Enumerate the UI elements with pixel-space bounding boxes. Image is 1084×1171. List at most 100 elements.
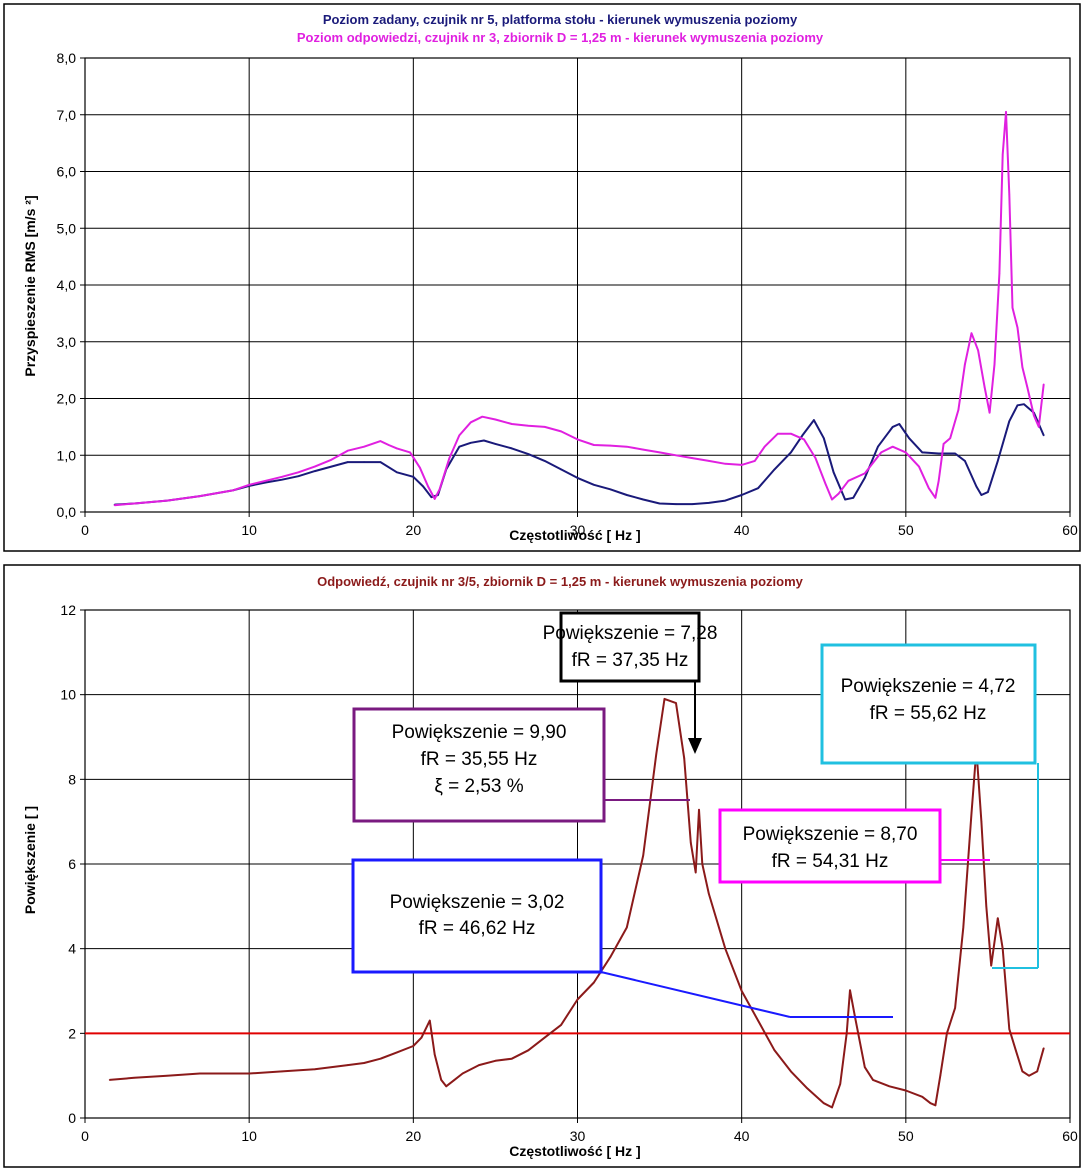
data-point <box>1008 1028 1011 1030</box>
data-point <box>527 453 530 455</box>
data-point <box>970 812 973 814</box>
data-point <box>396 471 398 474</box>
data-point <box>939 1074 942 1077</box>
data-point <box>790 1070 792 1073</box>
annotation-line: Powiększenie = 3,02 <box>390 892 565 913</box>
annotation-line: Powiększenie = 4,72 <box>841 676 1016 697</box>
data-point <box>964 363 966 366</box>
data-point <box>942 443 945 445</box>
data-point <box>954 1007 956 1009</box>
data-point <box>1008 193 1011 195</box>
data-point <box>806 1087 809 1090</box>
data-point <box>1005 111 1007 113</box>
data-point <box>1001 153 1004 156</box>
data-point <box>996 460 999 462</box>
data-point <box>708 502 710 504</box>
data-point <box>560 468 562 471</box>
data-point <box>461 1072 464 1075</box>
data-point <box>281 478 283 481</box>
y-tick-label: 2 <box>68 1025 76 1041</box>
data-point <box>949 437 951 440</box>
annotation-box <box>352 707 606 823</box>
x-tick-label: 60 <box>1062 522 1078 538</box>
plot-area-border <box>84 609 1071 1119</box>
data-point <box>905 1089 907 1092</box>
data-point <box>675 702 677 704</box>
data-point <box>494 443 497 445</box>
data-point <box>483 439 485 442</box>
data-point <box>824 482 827 485</box>
data-point <box>980 820 983 823</box>
data-point <box>1011 306 1014 309</box>
data-point <box>1021 1070 1024 1073</box>
y-tick-label: 2,0 <box>57 391 77 407</box>
data-point <box>264 481 267 484</box>
data-point <box>113 504 116 506</box>
data-point <box>1015 1049 1017 1052</box>
data-point <box>849 989 851 991</box>
data-point <box>831 498 833 501</box>
data-point <box>430 496 433 499</box>
data-point <box>918 465 920 468</box>
x-tick-label: 50 <box>898 522 914 538</box>
annotation-line: Powiększenie = 7,28 <box>543 623 718 644</box>
y-tick-label: 4 <box>68 941 76 957</box>
data-point <box>921 1096 924 1098</box>
y-tick-label: 12 <box>60 602 76 618</box>
data-point <box>231 1072 234 1075</box>
data-point <box>863 1066 866 1068</box>
data-point <box>396 1051 398 1054</box>
data-point <box>166 1074 168 1077</box>
series-line-1 <box>109 697 1045 1109</box>
data-point <box>813 419 815 421</box>
data-point <box>440 1079 443 1081</box>
data-point <box>281 1070 283 1073</box>
data-point <box>708 892 710 895</box>
data-point <box>877 445 879 448</box>
data-point <box>511 447 513 450</box>
data-point <box>740 990 743 992</box>
data-point <box>988 411 991 414</box>
x-tick-label: 30 <box>570 1128 586 1144</box>
data-point <box>314 465 316 468</box>
data-point <box>740 494 743 496</box>
data-point <box>691 457 694 459</box>
data-point <box>396 447 398 450</box>
data-point <box>921 451 924 454</box>
data-point <box>837 493 840 495</box>
data-point <box>1038 426 1040 428</box>
data-point <box>683 757 686 759</box>
y-tick-label: 0 <box>68 1110 76 1126</box>
data-point <box>863 477 866 479</box>
chart-2-xlabel: Częstotliwość [ Hz ] <box>509 1143 640 1159</box>
y-tick-label: 8 <box>68 771 76 787</box>
data-point <box>724 947 727 950</box>
annotation-line: ξ = 2,53 % <box>434 776 523 797</box>
data-point <box>133 1076 136 1079</box>
data-point <box>642 498 644 501</box>
data-point <box>387 444 390 446</box>
data-point <box>1016 404 1019 407</box>
data-point <box>543 460 546 462</box>
data-point <box>898 423 901 425</box>
data-point <box>675 503 677 505</box>
data-point <box>790 451 792 454</box>
data-point <box>133 502 136 505</box>
data-point <box>946 1032 948 1035</box>
data-point <box>576 438 579 441</box>
data-point <box>929 1102 932 1104</box>
data-point <box>993 363 996 366</box>
data-point <box>412 476 415 478</box>
data-point <box>975 485 978 488</box>
data-point <box>847 479 850 482</box>
data-point <box>832 471 835 474</box>
data-point <box>297 475 300 478</box>
data-point <box>453 1079 456 1081</box>
data-point <box>763 445 766 448</box>
data-point <box>379 440 382 442</box>
data-point <box>822 1102 825 1104</box>
data-point <box>698 809 700 811</box>
data-point <box>330 465 333 468</box>
data-point <box>957 409 960 411</box>
data-point <box>458 445 461 448</box>
